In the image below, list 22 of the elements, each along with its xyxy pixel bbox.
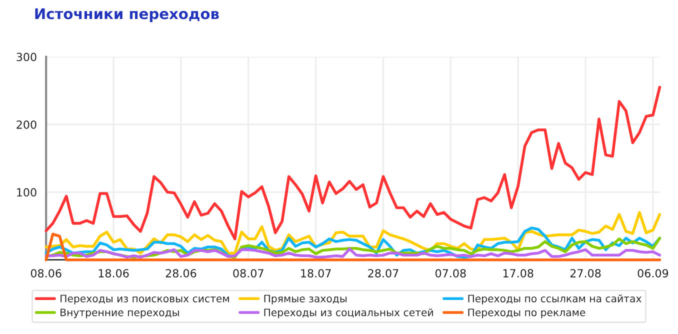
legend-label: Переходы из социальных сетей <box>264 308 433 318</box>
x-tick-label: 08.07 <box>233 269 264 278</box>
legend-label: Переходы по рекламе <box>468 308 586 318</box>
legend-label: Переходы из поисковых систем <box>60 294 229 304</box>
x-tick-label: 17.08 <box>503 269 534 278</box>
x-tick-label: 28.07 <box>368 269 398 278</box>
x-tick-label: 08.06 <box>30 269 62 278</box>
line-series <box>44 86 662 240</box>
legend-label: Прямые заходы <box>264 294 346 304</box>
x-tick-label: 18.06 <box>98 269 129 278</box>
legend-label: Переходы по ссылкам на сайтах <box>468 294 642 304</box>
x-tick-label: 18.07 <box>301 269 331 278</box>
x-tick-label: 06.09 <box>638 269 668 278</box>
x-tick-label: 28.06 <box>166 269 196 278</box>
x-tick-label: 27.08 <box>570 269 601 278</box>
legend-label: Внутренние переходы <box>60 308 179 318</box>
x-tick-label: 07.08 <box>435 269 466 278</box>
chart-title: Источники переходов <box>35 8 219 22</box>
y-tick-label: 300 <box>16 52 36 62</box>
y-tick-label: 200 <box>16 120 36 129</box>
y-tick-label: 100 <box>17 188 36 197</box>
line-series <box>44 248 662 259</box>
